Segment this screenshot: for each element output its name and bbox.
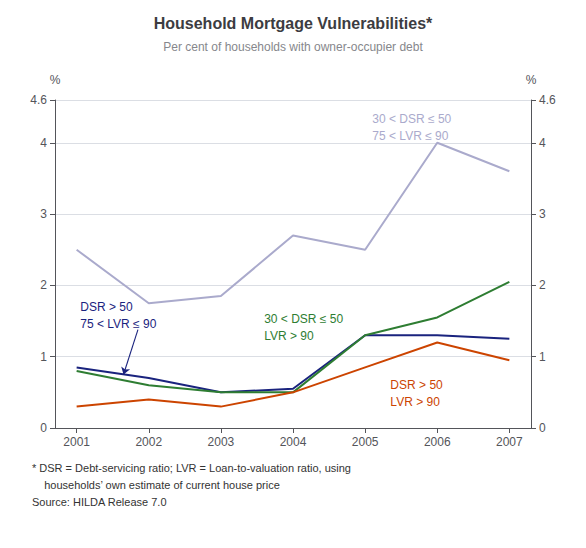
svg-text:2: 2: [539, 278, 546, 292]
svg-text:households’ own estimate of cu: households’ own estimate of current hous…: [32, 479, 280, 491]
svg-text:Per cent of households with ow: Per cent of households with owner-occupi…: [163, 40, 423, 54]
svg-text:4: 4: [539, 136, 546, 150]
svg-text:1: 1: [40, 350, 47, 364]
svg-text:LVR > 90: LVR > 90: [390, 395, 440, 409]
svg-text:2001: 2001: [63, 435, 90, 449]
svg-text:* DSR = Debt-servicing ratio;: * DSR = Debt-servicing ratio; LVR = Loan…: [32, 462, 351, 474]
svg-text:2003: 2003: [208, 435, 235, 449]
svg-text:2: 2: [40, 278, 47, 292]
svg-text:0: 0: [539, 421, 546, 435]
svg-text:4.6: 4.6: [30, 93, 47, 107]
svg-text:%: %: [50, 73, 61, 87]
svg-text:75 < LVR ≤ 90: 75 < LVR ≤ 90: [80, 317, 156, 331]
svg-text:1: 1: [539, 350, 546, 364]
svg-text:30 < DSR ≤ 50: 30 < DSR ≤ 50: [264, 312, 343, 326]
svg-text:2005: 2005: [352, 435, 379, 449]
svg-text:4.6: 4.6: [539, 93, 556, 107]
svg-text:Household Mortgage Vulnerabili: Household Mortgage Vulnerabilities*: [154, 15, 433, 32]
svg-text:2002: 2002: [135, 435, 162, 449]
svg-text:2007: 2007: [496, 435, 523, 449]
svg-text:3: 3: [539, 207, 546, 221]
svg-text:DSR > 50: DSR > 50: [80, 300, 133, 314]
svg-text:%: %: [526, 73, 537, 87]
svg-text:75 < LVR ≤ 90: 75 < LVR ≤ 90: [372, 129, 448, 143]
svg-text:2004: 2004: [280, 435, 307, 449]
svg-text:2006: 2006: [424, 435, 451, 449]
svg-text:Source: HILDA Release 7.0: Source: HILDA Release 7.0: [32, 496, 167, 508]
svg-text:LVR > 90: LVR > 90: [264, 329, 314, 343]
svg-text:30 < DSR ≤ 50: 30 < DSR ≤ 50: [372, 112, 451, 126]
svg-text:4: 4: [40, 136, 47, 150]
svg-text:0: 0: [40, 421, 47, 435]
svg-text:DSR > 50: DSR > 50: [390, 378, 443, 392]
svg-text:3: 3: [40, 207, 47, 221]
